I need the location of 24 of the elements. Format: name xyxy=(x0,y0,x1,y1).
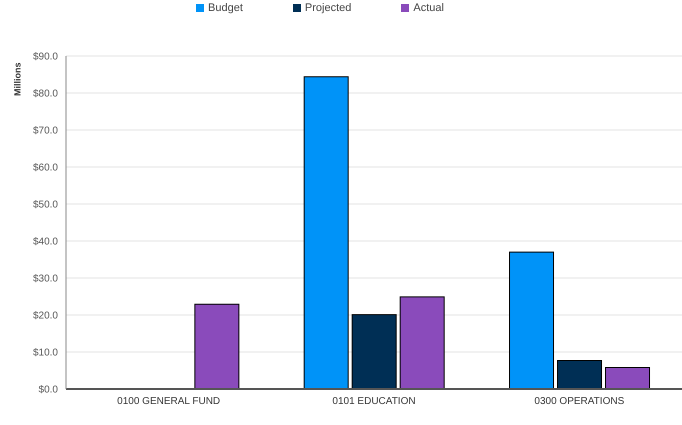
legend-label: Actual xyxy=(413,2,444,14)
bar xyxy=(304,76,349,389)
y-tick-label: $30.0 xyxy=(32,274,58,285)
bar xyxy=(194,304,240,389)
y-tick-label: $80.0 xyxy=(32,88,58,100)
legend-label: Budget xyxy=(208,2,243,14)
y-tick-label: $10.0 xyxy=(32,348,58,359)
x-tick-label: 0300 OPERATIONS xyxy=(534,396,625,408)
bar xyxy=(557,360,602,389)
bar xyxy=(509,252,554,389)
y-tick-label: $50.0 xyxy=(32,200,58,211)
bar xyxy=(400,296,445,389)
y-tick-label: $70.0 xyxy=(32,126,58,137)
y-axis-title: Millions xyxy=(12,62,22,96)
legend-label: Projected xyxy=(304,2,352,14)
y-tick-label: $90.0 xyxy=(32,52,58,63)
y-tick-label: $60.0 xyxy=(32,162,58,174)
x-tick-label: 0100 GENERAL FUND xyxy=(117,396,220,408)
bar xyxy=(605,367,650,389)
x-tick-label: 0101 EDUCATION xyxy=(332,396,416,408)
y-tick-label: $40.0 xyxy=(32,236,58,248)
y-tick-label: $20.0 xyxy=(32,310,58,322)
bar xyxy=(352,314,397,389)
y-tick-label: $0.0 xyxy=(38,384,58,396)
